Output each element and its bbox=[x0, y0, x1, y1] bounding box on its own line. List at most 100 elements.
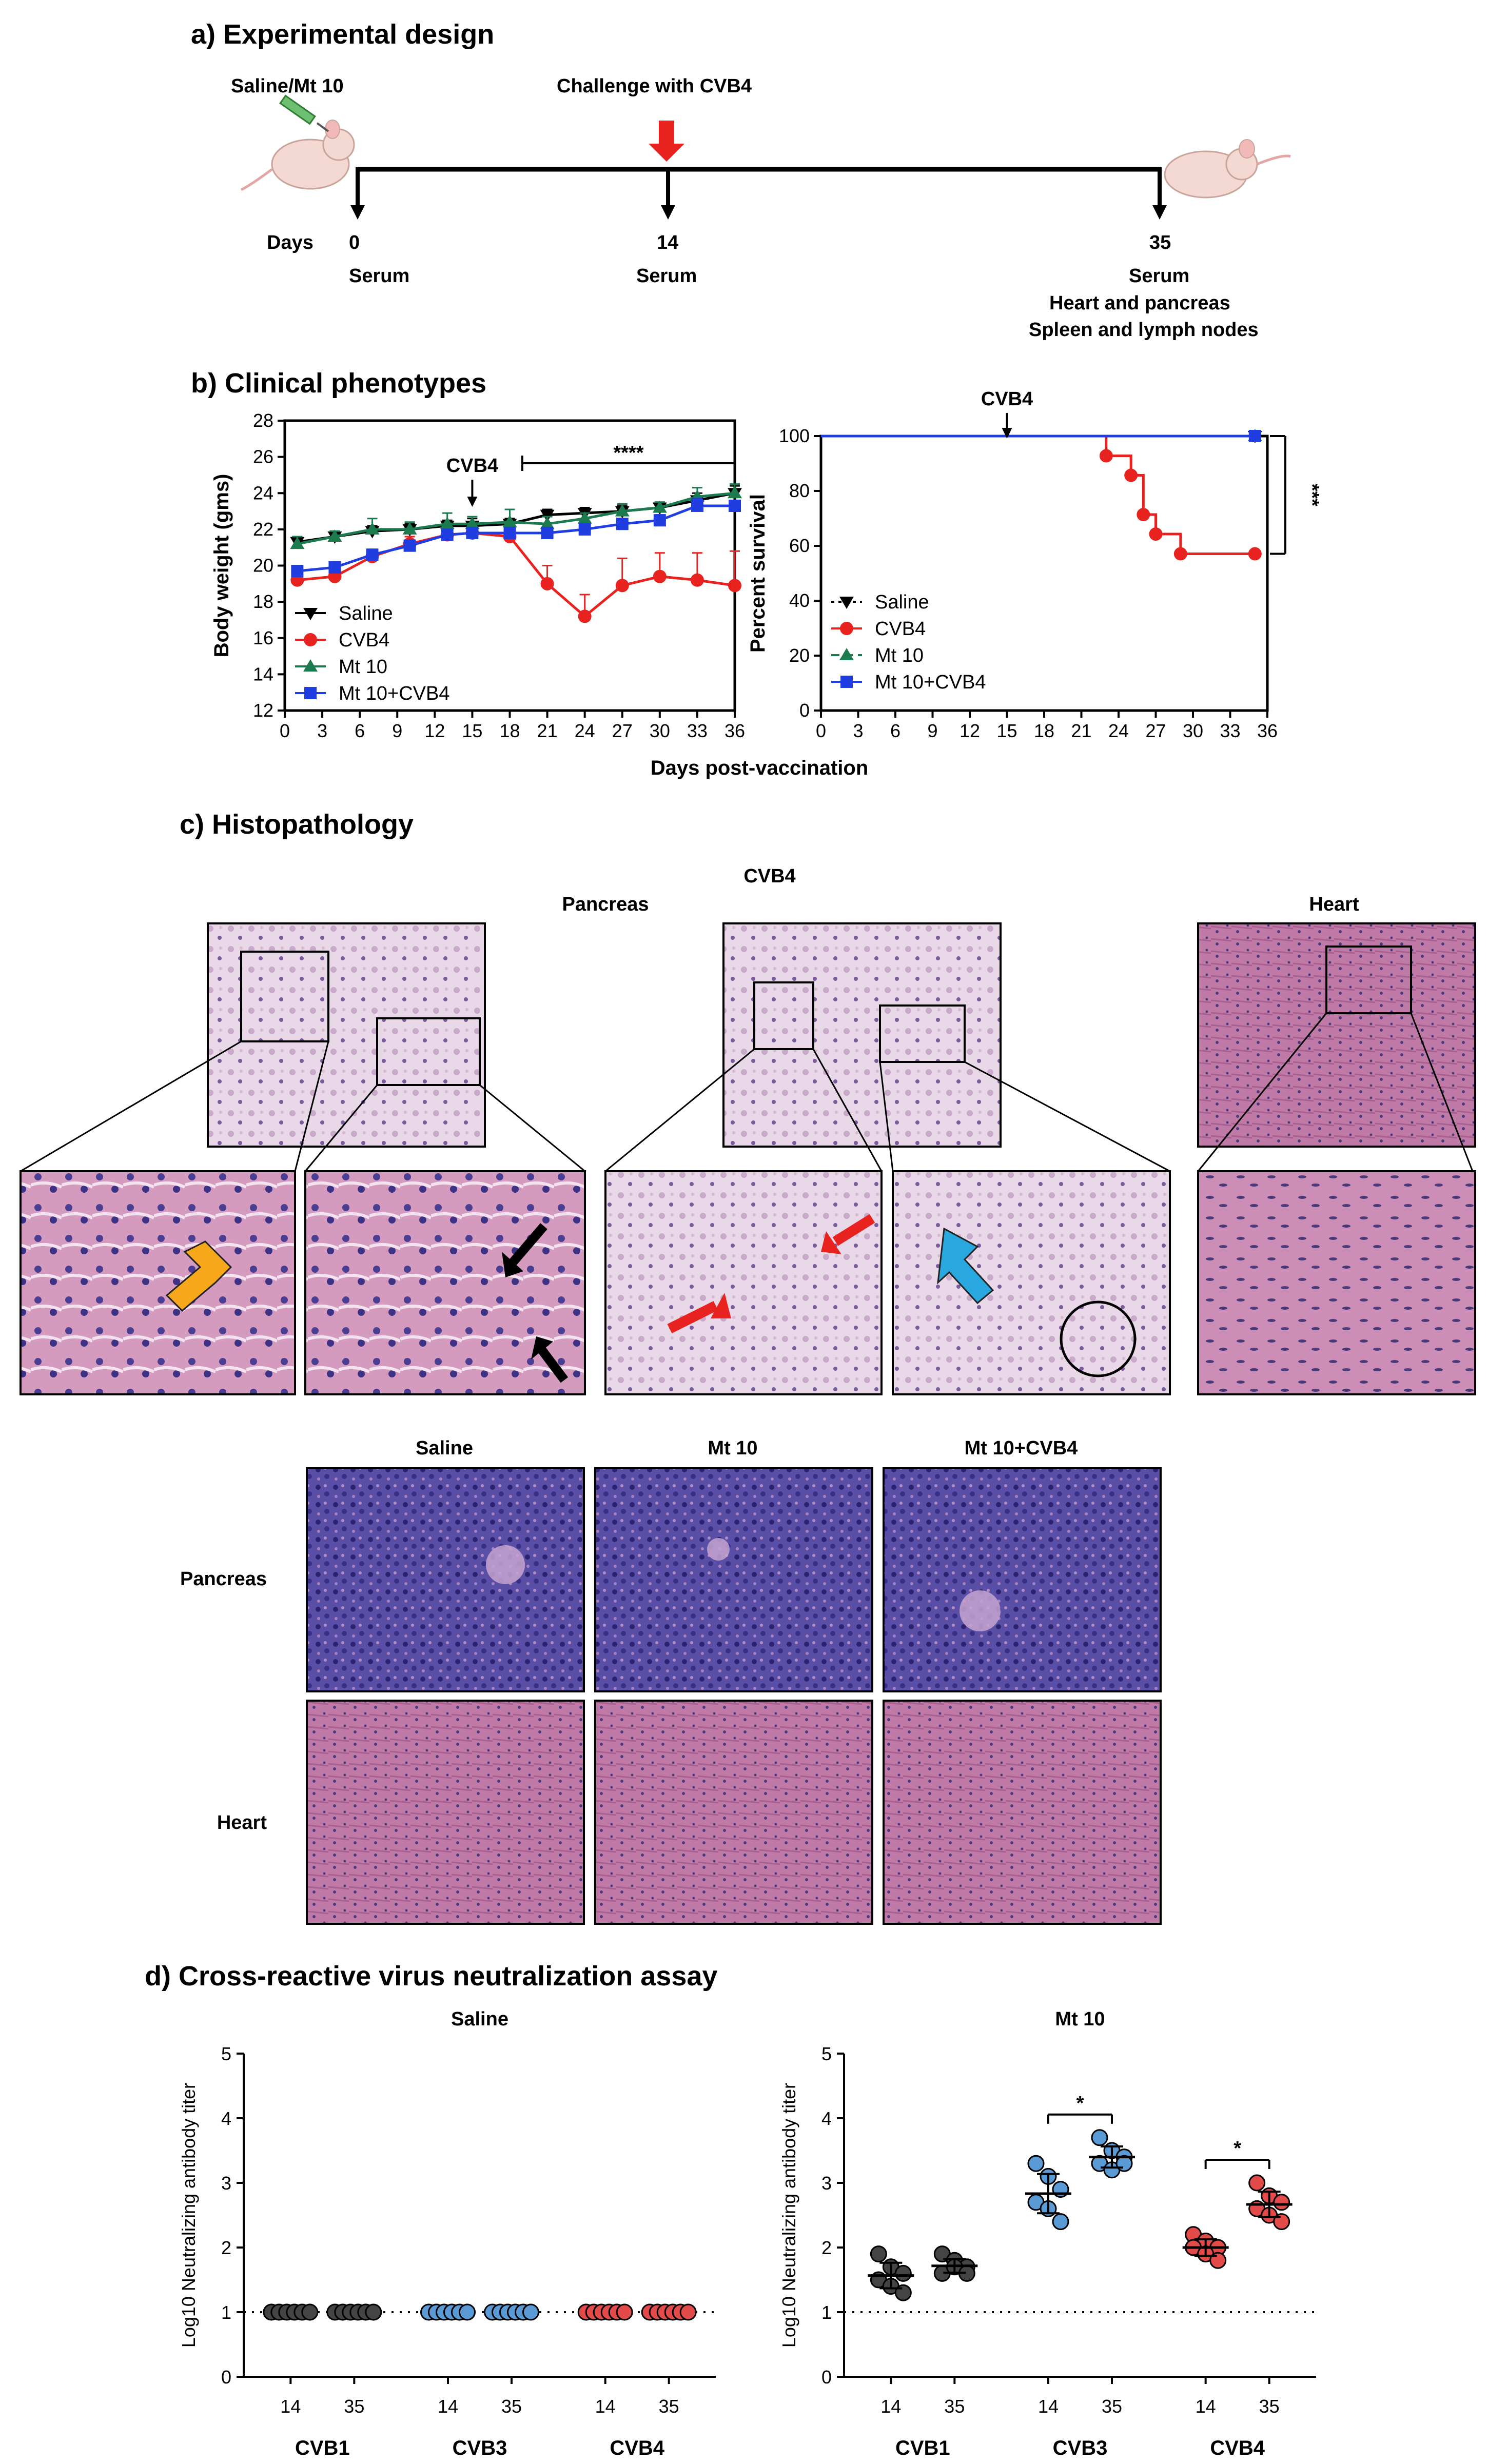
mt10-point bbox=[1248, 2174, 1266, 2192]
saline-xtick-label: 35 bbox=[344, 2396, 364, 2417]
panel-c-title: c) Histopathology bbox=[180, 809, 414, 840]
weight-sig-label: **** bbox=[613, 442, 643, 464]
weight-point bbox=[503, 526, 516, 539]
survival-xtick-label: 6 bbox=[890, 720, 900, 741]
survival-legend-marker bbox=[839, 597, 854, 609]
survival-series-line bbox=[821, 435, 1255, 556]
weight-point bbox=[440, 517, 455, 529]
day-0: 0 bbox=[349, 232, 360, 253]
mt10-point bbox=[1273, 2194, 1290, 2211]
survival-annotation-head bbox=[1002, 428, 1012, 439]
survival-xtick-label: 0 bbox=[816, 720, 826, 741]
saline-point bbox=[522, 2303, 539, 2321]
pancreas-overview-2 bbox=[722, 922, 1002, 1148]
survival-xtick-label: 30 bbox=[1183, 720, 1203, 741]
pancreas-heading: Pancreas bbox=[562, 894, 649, 915]
challenge-arrow-icon bbox=[649, 121, 684, 162]
weight-legend-marker bbox=[304, 687, 317, 699]
survival-ytick-label: 0 bbox=[799, 700, 810, 721]
weight-point bbox=[327, 529, 342, 542]
mt10-xtick-label: 35 bbox=[1102, 2396, 1122, 2417]
weight-legend-label: Mt 10 bbox=[339, 656, 387, 678]
mouse-left-icon bbox=[240, 120, 355, 191]
survival-xtick-label: 18 bbox=[1034, 720, 1054, 741]
weight-point bbox=[402, 522, 417, 535]
weight-legend-marker bbox=[303, 608, 318, 620]
mt10-cvb4-heart-image bbox=[883, 1700, 1162, 1925]
weight-annotation: CVB4 bbox=[446, 455, 498, 477]
weight-legend-marker bbox=[303, 659, 318, 672]
weight-xtick-label: 3 bbox=[317, 720, 327, 741]
day35-lymphoid: Spleen and lymph nodes bbox=[1029, 319, 1259, 341]
weight-point bbox=[465, 517, 480, 529]
weight-point bbox=[690, 573, 704, 587]
weight-point bbox=[615, 504, 630, 517]
survival-xtick-label: 12 bbox=[960, 720, 980, 741]
day-35: 35 bbox=[1149, 232, 1171, 253]
mt10-pancreas-image bbox=[594, 1467, 873, 1692]
row-pancreas: Pancreas bbox=[180, 1568, 267, 1590]
survival-xtick-label: 9 bbox=[927, 720, 937, 741]
col-mt10: Mt 10 bbox=[708, 1437, 757, 1459]
shared-xlabel: Days post-vaccination bbox=[651, 757, 869, 779]
weight-legend-marker bbox=[304, 633, 317, 646]
survival-xtick-label: 21 bbox=[1071, 720, 1091, 741]
saline-ytick-label: 0 bbox=[221, 2367, 231, 2388]
survival-xtick-label: 27 bbox=[1145, 720, 1166, 741]
col-mt10-cvb4: Mt 10+CVB4 bbox=[965, 1437, 1078, 1459]
survival-ytick-label: 60 bbox=[789, 535, 810, 556]
weight-point bbox=[328, 561, 341, 574]
weight-ytick-label: 20 bbox=[253, 555, 273, 576]
mt10-ytick-label: 2 bbox=[821, 2237, 832, 2258]
weight-xtick-label: 33 bbox=[687, 720, 708, 741]
weight-ytick-label: 24 bbox=[253, 482, 273, 503]
heart-overview bbox=[1197, 922, 1476, 1148]
saline-pancreas-image bbox=[306, 1467, 585, 1692]
weight-point bbox=[729, 499, 741, 512]
pancreas-overview-1 bbox=[207, 922, 486, 1148]
mt10-point bbox=[1027, 2155, 1045, 2172]
weight-point bbox=[728, 579, 741, 593]
islet-circle bbox=[1060, 1300, 1137, 1377]
mt10-xtick-label: 35 bbox=[1259, 2396, 1280, 2417]
mt10-ytick-label: 3 bbox=[821, 2173, 832, 2194]
weight-point bbox=[466, 526, 479, 539]
weight-ytick-label: 22 bbox=[253, 519, 273, 540]
saline-ytick-label: 1 bbox=[221, 2302, 231, 2323]
survival-xtick-label: 3 bbox=[853, 720, 863, 741]
mt10-point bbox=[1091, 2129, 1108, 2146]
survival-xtick-label: 24 bbox=[1108, 720, 1129, 741]
weight-xtick-label: 6 bbox=[355, 720, 365, 741]
weight-point bbox=[728, 486, 742, 499]
saline-point bbox=[459, 2303, 476, 2321]
zoom-image-1 bbox=[19, 1170, 296, 1395]
saline-point bbox=[616, 2303, 633, 2321]
survival-point bbox=[1099, 449, 1113, 463]
weight-ytick-label: 12 bbox=[253, 700, 273, 721]
survival-legend-label: Mt 10+CVB4 bbox=[875, 672, 986, 693]
days-label: Days bbox=[267, 232, 314, 253]
histology-controls: Saline Mt 10 Mt 10+CVB4 Pancreas Heart bbox=[180, 1437, 1162, 1925]
mt10-heart-image bbox=[594, 1700, 873, 1925]
mt10-ytick-label: 5 bbox=[821, 2043, 832, 2064]
body-weight-chart: 0 3 6 9 12 15 18 21 24 27 30 33 36121416182022242628… bbox=[210, 410, 745, 741]
weight-xtick-label: 15 bbox=[462, 720, 482, 741]
weight-ytick-label: 26 bbox=[253, 446, 273, 467]
saline-xtick-label: 35 bbox=[501, 2396, 522, 2417]
serum-14: Serum bbox=[636, 265, 697, 287]
survival-frame bbox=[819, 435, 1269, 712]
weight-xtick-label: 21 bbox=[537, 720, 558, 741]
weight-point bbox=[653, 569, 667, 583]
neutralization-mt10-chart: Mt 10 0 1 2 3 4 5 Log10 Neutralizing antibody t… bbox=[778, 2008, 1316, 2459]
survival-point bbox=[1248, 547, 1262, 561]
weight-xtick-label: 36 bbox=[725, 720, 745, 741]
yellow-arrow-icon bbox=[165, 1240, 232, 1312]
day-14: 14 bbox=[657, 232, 678, 253]
weight-annotation-head bbox=[467, 497, 478, 507]
weight-point bbox=[291, 565, 304, 578]
mt10-xtick-label: 14 bbox=[1038, 2396, 1059, 2417]
saline-ylabel: Log10 Neutralizing antibody titer bbox=[178, 2083, 199, 2348]
zoom-image-3 bbox=[604, 1170, 883, 1395]
saline-point bbox=[301, 2303, 319, 2321]
saline-xtick-label: 14 bbox=[438, 2396, 458, 2417]
